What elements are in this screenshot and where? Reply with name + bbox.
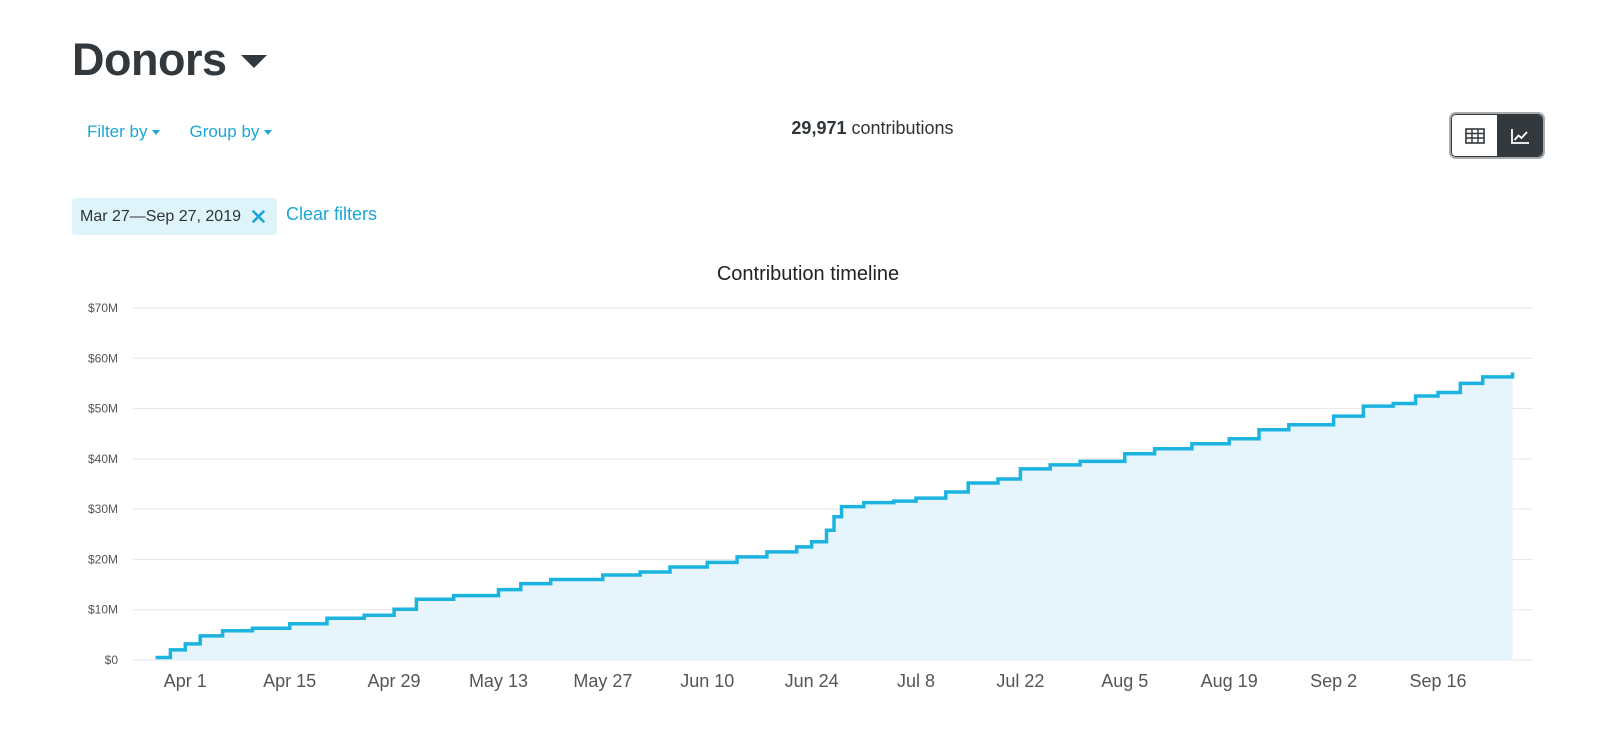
x-tick-label: Aug 5 [1101, 671, 1148, 691]
chart-plot: $0 $10M $20M $30M $40M $50M $60M $70M Apr 1 Apr 1… [88, 301, 1533, 691]
group-by-label: Group by [189, 122, 260, 141]
y-tick-label: $0 [105, 653, 119, 667]
date-filter-label: Mar 27—Sep 27, 2019 [80, 207, 241, 225]
x-tick-label: Jul 22 [996, 671, 1044, 691]
x-tick-label: May 27 [573, 671, 632, 691]
chart-view-button[interactable] [1497, 115, 1542, 156]
chart-title: Contribution timeline [716, 263, 900, 285]
contribution-count: 29,971 [791, 118, 847, 138]
line-chart-icon [1510, 128, 1529, 144]
x-tick-label: Apr 29 [368, 671, 421, 691]
x-tick-label: Aug 19 [1201, 671, 1258, 691]
x-tick-label: Jul 8 [897, 671, 935, 691]
caret-down-icon [264, 129, 273, 135]
date-filter-chip: Mar 27—Sep 27, 2019 [72, 198, 277, 235]
y-tick-label: $40M [88, 452, 118, 466]
y-tick-label: $20M [88, 552, 118, 566]
x-tick-label: May 13 [469, 671, 528, 691]
filter-by-dropdown[interactable]: Filter by [87, 122, 161, 142]
contribution-timeline-chart: Contribution timeline $0 $10M $20M $30M $40M… [0, 255, 1600, 743]
x-tick-label: Sep 16 [1409, 671, 1466, 691]
x-tick-label: Apr 1 [164, 671, 207, 691]
close-x-icon[interactable] [252, 210, 265, 223]
table-grid-icon [1464, 127, 1485, 144]
x-tick-label: Sep 2 [1310, 671, 1357, 691]
clear-filters-link[interactable]: Clear filters [286, 204, 378, 224]
group-by-dropdown[interactable]: Group by [189, 122, 273, 142]
toolbar: Filter by Group by [87, 122, 273, 142]
y-tick-label: $50M [88, 402, 118, 416]
y-tick-label: $10M [88, 603, 118, 617]
caret-down-icon[interactable] [240, 54, 267, 68]
area-fill [155, 372, 1513, 660]
x-tick-label: Jun 24 [785, 671, 839, 691]
contribution-unit: contributions [851, 118, 954, 138]
y-tick-label: $60M [88, 351, 118, 365]
y-tick-label: $70M [88, 301, 118, 315]
contribution-summary: 29,971 contributions [0, 118, 1600, 139]
caret-down-icon [152, 129, 161, 135]
y-tick-label: $30M [88, 502, 118, 516]
filter-by-label: Filter by [87, 122, 148, 141]
table-view-button[interactable] [1452, 115, 1497, 156]
series-line [155, 372, 1515, 660]
x-tick-label: Apr 15 [263, 671, 316, 691]
page-title-dropdown[interactable]: Donors [72, 30, 267, 90]
x-tick-label: Jun 10 [680, 671, 734, 691]
view-toggle [1451, 114, 1543, 157]
page-title: Donors [72, 34, 227, 85]
